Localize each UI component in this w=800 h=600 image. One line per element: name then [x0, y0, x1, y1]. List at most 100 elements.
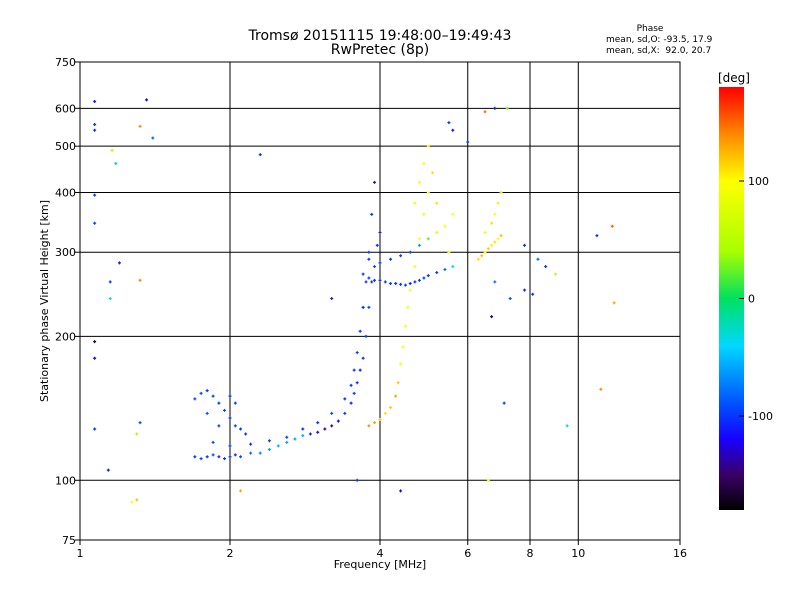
data-point — [378, 230, 382, 234]
data-point — [486, 247, 490, 251]
data-point — [401, 345, 405, 349]
data-point — [285, 440, 289, 444]
data-point — [493, 280, 497, 284]
data-point — [93, 193, 97, 197]
data-point — [486, 478, 490, 482]
data-point — [406, 305, 410, 309]
data-point — [451, 128, 455, 132]
data-point — [267, 447, 271, 451]
data-point — [130, 500, 134, 504]
data-point — [612, 301, 616, 305]
data-point — [367, 424, 371, 428]
data-point — [422, 161, 426, 165]
data-point — [476, 257, 480, 261]
y-tick-label: 75 — [62, 534, 76, 547]
chart-title: Tromsø 20151115 19:48:00–19:49:43 — [248, 28, 512, 44]
data-point — [138, 124, 142, 128]
data-point — [426, 190, 430, 194]
data-point — [417, 278, 421, 282]
data-point — [193, 397, 197, 401]
data-point — [508, 297, 512, 301]
data-point — [135, 432, 139, 436]
x-tick-label: 16 — [673, 547, 687, 560]
data-point — [361, 272, 365, 276]
series-group — [93, 98, 616, 504]
y-tick-label: 600 — [55, 102, 76, 115]
data-point — [413, 280, 417, 284]
data-point — [417, 237, 421, 241]
x-axis-ticks: 1 2 4 6 8 10 16 — [77, 540, 687, 560]
data-point — [483, 110, 487, 114]
data-point — [493, 240, 497, 244]
data-point — [408, 288, 412, 292]
data-point — [211, 394, 215, 398]
data-point — [375, 243, 379, 247]
data-point — [301, 427, 305, 431]
data-point — [330, 424, 334, 428]
data-points — [93, 98, 616, 504]
data-point — [373, 265, 377, 269]
y-tick-label: 750 — [55, 56, 76, 69]
stats-line-o: mean, sd,O: -93.5, 17.9 — [606, 35, 713, 45]
data-point — [355, 478, 359, 482]
data-point — [93, 427, 97, 431]
data-point — [483, 250, 487, 254]
data-point — [422, 212, 426, 216]
data-point — [349, 401, 353, 405]
data-point — [544, 265, 548, 269]
stats-heading: Phase — [637, 24, 664, 34]
data-point — [205, 389, 209, 393]
data-point — [413, 265, 417, 269]
data-point — [370, 212, 374, 216]
data-point — [293, 437, 297, 441]
y-tick-label: 100 — [55, 474, 76, 487]
data-point — [394, 282, 398, 286]
data-point — [239, 489, 243, 493]
data-point — [426, 237, 430, 241]
data-point — [435, 271, 439, 275]
data-point — [502, 401, 506, 405]
data-point — [480, 254, 484, 258]
data-point — [355, 381, 359, 385]
data-point — [565, 424, 569, 428]
data-point — [399, 282, 403, 286]
data-point — [106, 468, 110, 472]
data-point — [399, 254, 403, 258]
data-point — [496, 237, 500, 241]
data-point — [367, 257, 371, 261]
data-point — [422, 276, 426, 280]
data-point — [451, 212, 455, 216]
y-tick-label: 400 — [55, 186, 76, 199]
series-group — [361, 230, 455, 287]
data-point — [205, 455, 209, 459]
data-point — [267, 439, 271, 443]
data-point — [431, 171, 435, 175]
data-point — [199, 391, 203, 395]
colorbar-ticks: 100 0 -100 — [739, 175, 773, 423]
data-point — [389, 257, 393, 261]
data-point — [426, 144, 430, 148]
data-point — [138, 421, 142, 425]
data-point — [394, 394, 398, 398]
data-point — [135, 498, 139, 502]
data-point — [383, 280, 387, 284]
data-point — [378, 418, 382, 422]
x-tick-label: 6 — [464, 547, 471, 560]
data-point — [443, 268, 447, 272]
data-point — [373, 421, 377, 425]
data-point — [443, 224, 447, 228]
data-point — [330, 411, 334, 415]
y-tick-label: 200 — [55, 330, 76, 343]
data-point — [249, 451, 253, 455]
data-point — [435, 201, 439, 205]
data-point — [523, 288, 527, 292]
data-point — [367, 305, 371, 309]
data-point — [361, 305, 365, 309]
data-point — [483, 230, 487, 234]
y-tick-label: 300 — [55, 246, 76, 259]
data-point — [211, 453, 215, 457]
y-axis-label: Stationary phase Virtual Height [km] — [38, 200, 51, 402]
data-point — [336, 419, 340, 423]
data-point — [233, 401, 237, 405]
data-point — [249, 442, 253, 446]
